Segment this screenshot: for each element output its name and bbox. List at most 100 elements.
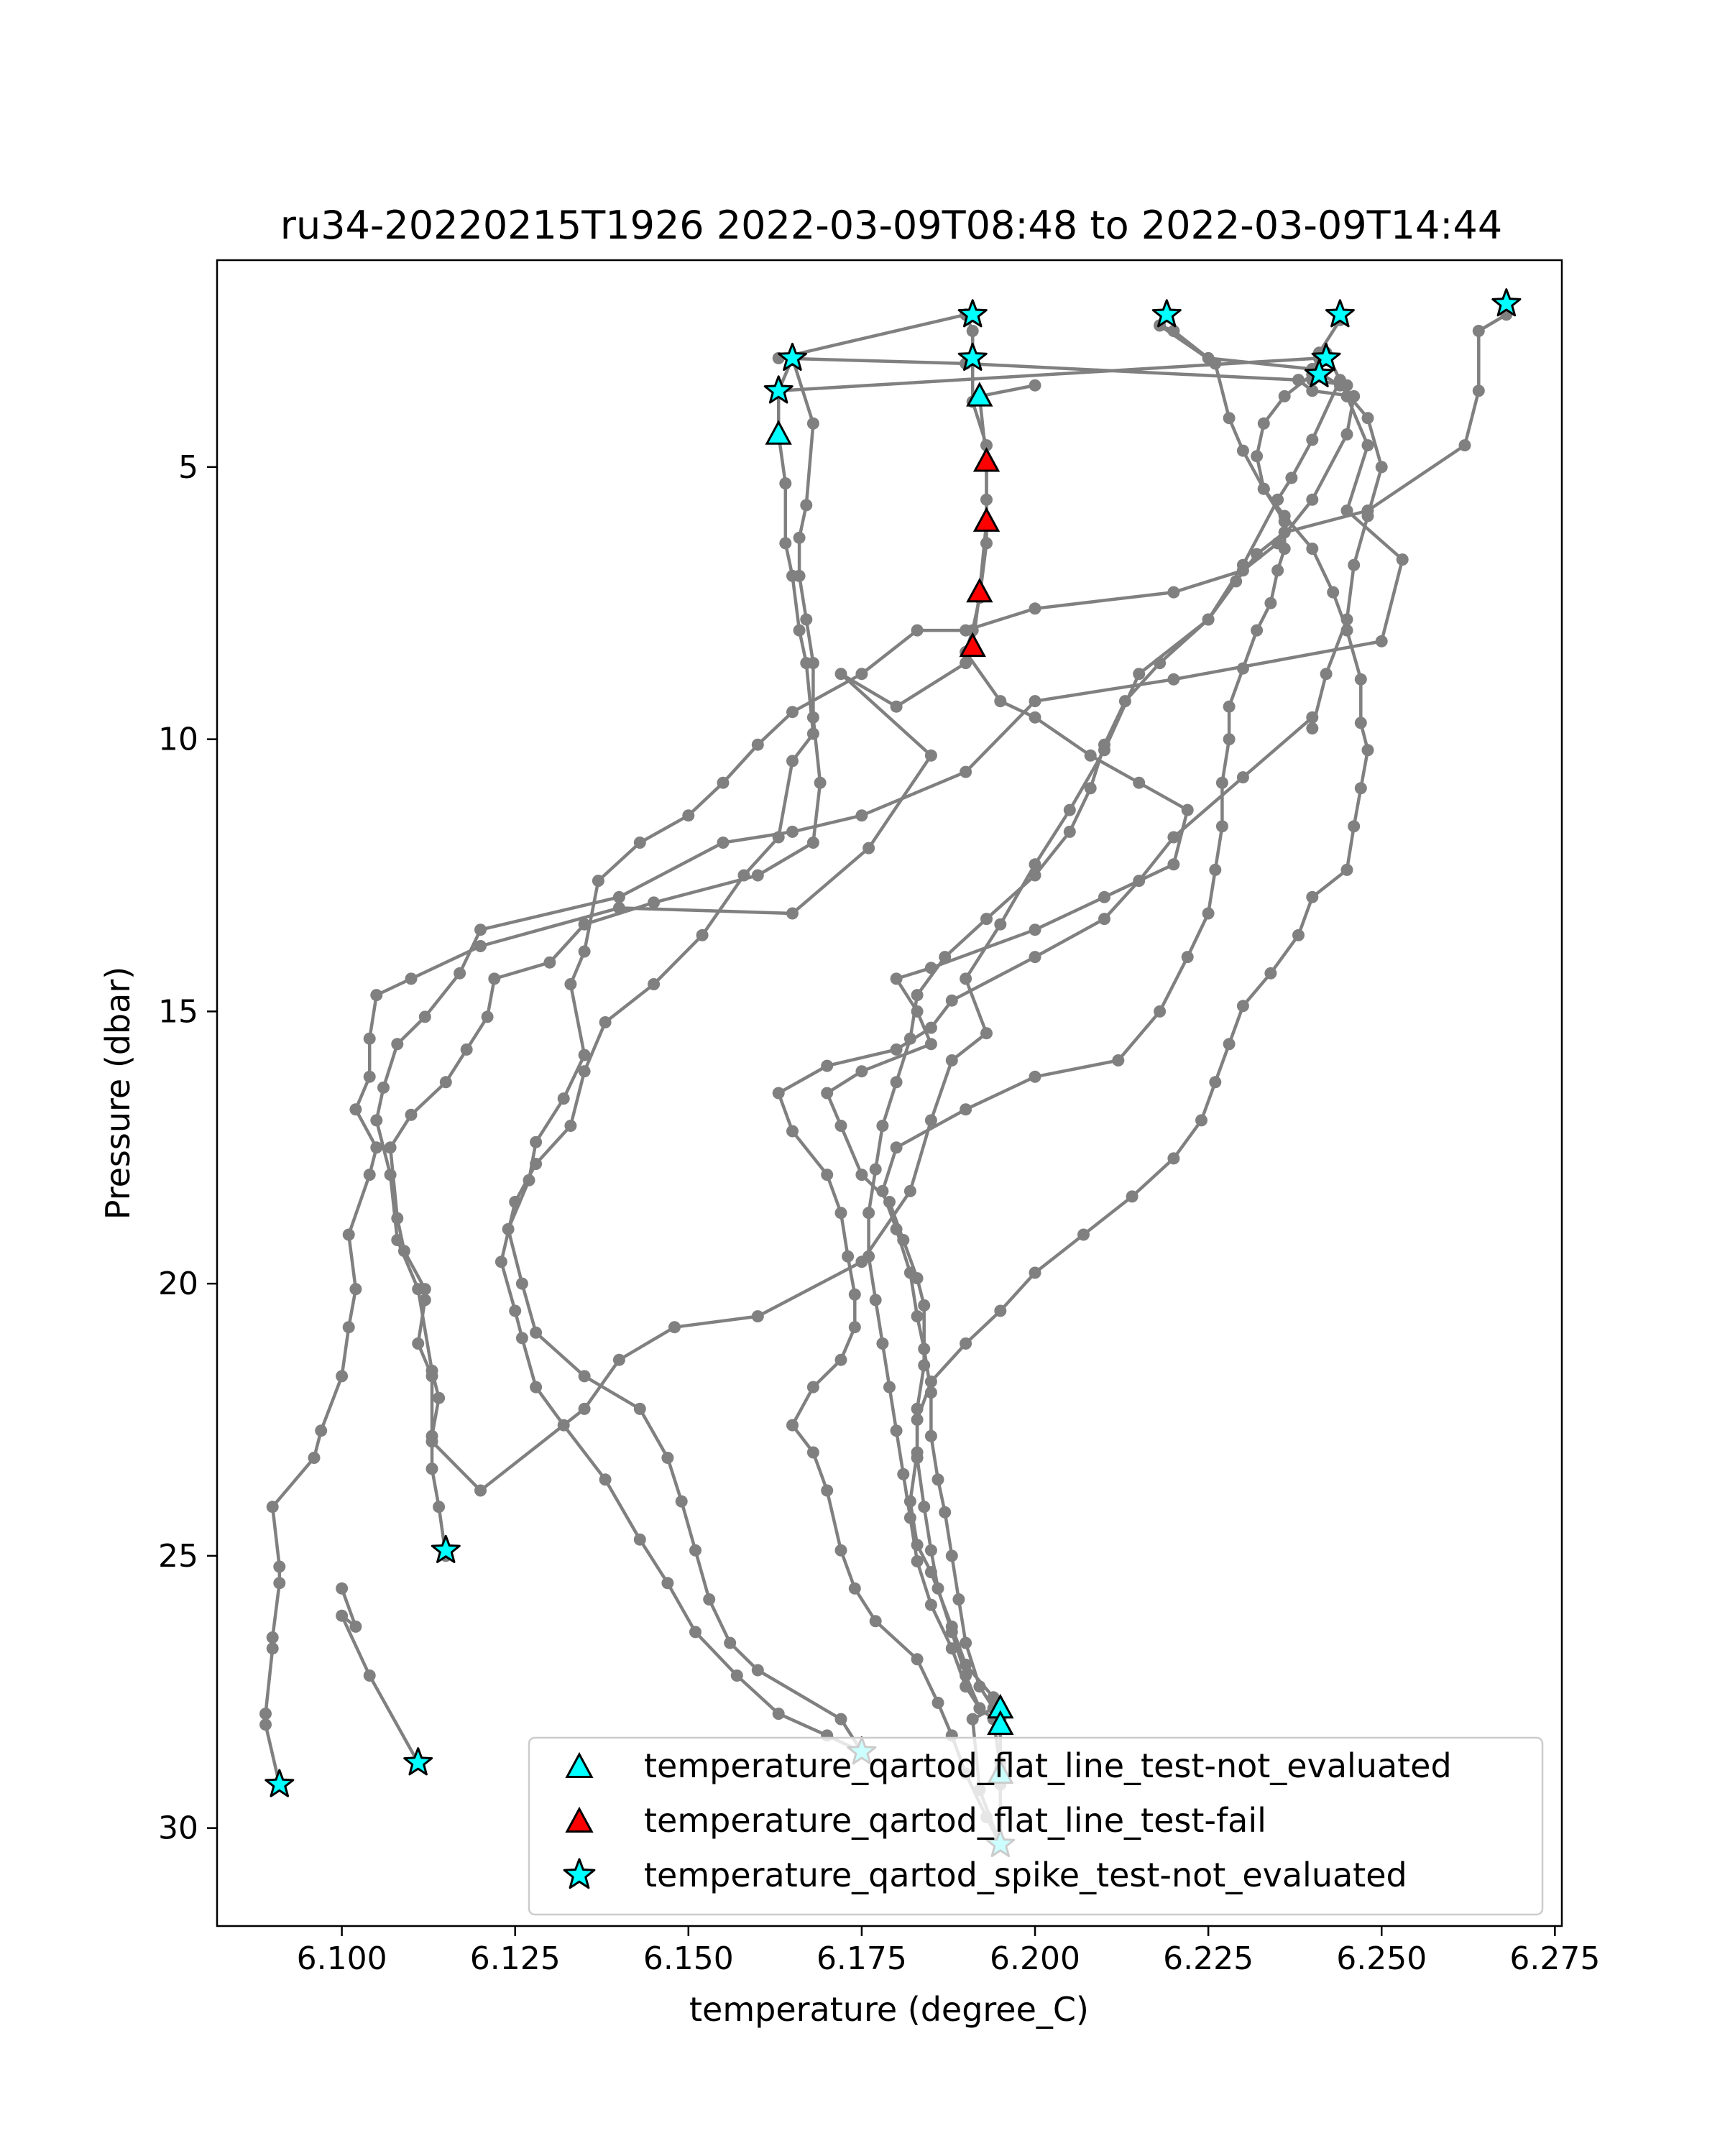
legend-triangle-icon bbox=[565, 1751, 594, 1778]
profile-point bbox=[1167, 831, 1180, 844]
profile-point bbox=[488, 972, 501, 985]
profile-point bbox=[924, 749, 937, 762]
y-tick-label: 15 bbox=[158, 993, 198, 1030]
profile-point bbox=[924, 1544, 937, 1557]
profile-point bbox=[1236, 1000, 1249, 1013]
profile-point bbox=[1306, 543, 1319, 555]
profile-point bbox=[932, 1696, 944, 1709]
profile-point bbox=[273, 1560, 286, 1573]
profile-point bbox=[433, 1391, 446, 1404]
profile-point bbox=[973, 1680, 986, 1693]
profile-point bbox=[911, 1414, 924, 1426]
profile-point bbox=[1154, 657, 1167, 670]
profile-point bbox=[821, 1059, 834, 1072]
profile-point bbox=[1029, 602, 1041, 615]
profile-point bbox=[960, 1337, 972, 1350]
profile-point bbox=[890, 1043, 903, 1056]
profile-point bbox=[806, 417, 819, 430]
profile-point bbox=[266, 1501, 279, 1514]
profile-point bbox=[1167, 586, 1180, 599]
profile-point bbox=[308, 1452, 321, 1464]
profile-point bbox=[349, 1283, 362, 1296]
profile-point bbox=[932, 1473, 944, 1486]
profile-point bbox=[578, 1065, 591, 1078]
flat-line-not-evaluated-marker bbox=[966, 382, 993, 407]
profile-point bbox=[1133, 668, 1146, 681]
profile-point bbox=[751, 1310, 764, 1323]
profile-point bbox=[980, 1027, 993, 1040]
spike-not-evaluated-marker bbox=[1311, 342, 1341, 371]
profile-point bbox=[1084, 749, 1097, 762]
profile-point bbox=[1320, 668, 1333, 681]
profile-point bbox=[259, 1708, 272, 1720]
profile-point bbox=[834, 1353, 847, 1366]
profile-point bbox=[911, 1555, 924, 1567]
profile-point bbox=[349, 1620, 362, 1633]
profile-point bbox=[661, 1577, 674, 1590]
profile-point bbox=[980, 493, 993, 506]
profile-point bbox=[689, 1544, 702, 1557]
profile-point bbox=[1098, 913, 1110, 926]
profile-point bbox=[751, 1664, 764, 1677]
profile-point bbox=[786, 825, 799, 838]
spike-not-evaluated-marker bbox=[264, 1769, 295, 1797]
profile-point bbox=[890, 1424, 903, 1437]
profile-point bbox=[1396, 553, 1409, 566]
profile-point bbox=[648, 896, 661, 909]
profile-point bbox=[1029, 695, 1041, 708]
profile-point bbox=[578, 1370, 591, 1383]
profile-point bbox=[932, 1582, 944, 1595]
profile-point bbox=[966, 325, 979, 337]
profile-point bbox=[890, 1141, 903, 1154]
profile-point bbox=[911, 989, 924, 1002]
profile-point bbox=[315, 1424, 328, 1437]
profile-point bbox=[848, 1582, 861, 1595]
profile-point bbox=[1029, 379, 1041, 392]
profile-point bbox=[266, 1642, 279, 1655]
profile-point bbox=[883, 1381, 896, 1393]
legend-entries: temperature_qartod_flat_line_test-not_ev… bbox=[563, 1746, 1452, 1894]
profile-point bbox=[806, 727, 819, 740]
profile-point bbox=[960, 657, 972, 670]
plot-frame bbox=[216, 259, 1563, 1927]
profile-point bbox=[1257, 482, 1270, 495]
spike-not-evaluated-marker bbox=[957, 342, 988, 371]
profile-point bbox=[779, 537, 792, 550]
profile-point bbox=[426, 1370, 438, 1383]
profile-point bbox=[945, 1054, 958, 1067]
profile-point bbox=[772, 1708, 785, 1720]
profile-point bbox=[793, 531, 806, 544]
profile-point bbox=[1063, 803, 1076, 816]
profile-point bbox=[1236, 444, 1249, 457]
profile-point bbox=[786, 706, 799, 719]
profile-point bbox=[1361, 439, 1374, 452]
profile-point bbox=[557, 1419, 570, 1432]
profile-point bbox=[737, 869, 750, 882]
profile-point bbox=[397, 1245, 410, 1258]
profile-point bbox=[717, 776, 730, 789]
profile-point bbox=[530, 1381, 543, 1393]
legend: temperature_qartod_flat_line_test-not_ev… bbox=[528, 1736, 1544, 1916]
profile-point bbox=[960, 765, 972, 778]
profile-point bbox=[1278, 390, 1291, 402]
profile-point bbox=[911, 1310, 924, 1323]
profile-point bbox=[592, 875, 604, 888]
profile-point bbox=[987, 1691, 1000, 1704]
profile-point bbox=[1181, 951, 1194, 964]
profile-point bbox=[855, 809, 868, 822]
profile-point bbox=[717, 837, 730, 849]
profile-point bbox=[730, 1669, 743, 1682]
profile-point bbox=[924, 1429, 937, 1442]
spike-not-evaluated-marker bbox=[778, 342, 807, 371]
profile-point bbox=[939, 951, 952, 964]
y-tick-label: 10 bbox=[158, 722, 198, 758]
legend-label: temperature_qartod_flat_line_test-fail bbox=[644, 1801, 1266, 1840]
profile-point bbox=[918, 1501, 931, 1514]
profile-point bbox=[814, 776, 827, 789]
profile-point bbox=[599, 1473, 612, 1486]
profile-point bbox=[1348, 558, 1361, 571]
profile-point bbox=[1029, 711, 1041, 724]
profile-point bbox=[821, 1169, 834, 1181]
profile-point bbox=[1029, 923, 1041, 936]
profile-point bbox=[903, 1184, 916, 1197]
